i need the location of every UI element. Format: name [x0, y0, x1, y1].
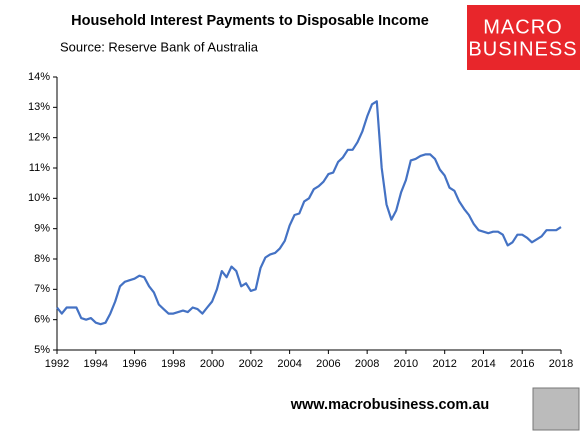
- x-tick-label: 1998: [161, 358, 185, 370]
- y-tick-label: 14%: [28, 71, 50, 83]
- chart-subtitle: Source: Reserve Bank of Australia: [60, 39, 259, 54]
- y-tick-label: 11%: [29, 162, 50, 174]
- x-tick-label: 1994: [84, 358, 108, 370]
- y-tick-label: 5%: [34, 344, 50, 356]
- x-tick-label: 2006: [316, 358, 340, 370]
- y-tick-label: 9%: [34, 223, 50, 235]
- x-tick-label: 2010: [394, 358, 418, 370]
- x-tick-label: 1996: [122, 358, 146, 370]
- wolf-icon: [532, 387, 580, 431]
- logo-text: BUSINESS: [468, 38, 577, 60]
- y-tick-label: 6%: [34, 314, 50, 326]
- x-tick-label: 2012: [432, 358, 456, 370]
- x-tick-label: 2018: [549, 358, 573, 370]
- footer-url: www.macrobusiness.com.au: [290, 397, 490, 413]
- x-tick-label: 2008: [355, 358, 379, 370]
- x-tick-label: 2000: [200, 358, 224, 370]
- x-tick-label: 2004: [277, 358, 301, 370]
- x-tick-label: 1992: [45, 358, 69, 370]
- y-tick-label: 7%: [34, 283, 50, 295]
- x-tick-label: 2016: [510, 358, 534, 370]
- y-tick-label: 10%: [28, 192, 50, 204]
- y-tick-label: 12%: [28, 132, 50, 144]
- y-tick-label: 8%: [34, 253, 50, 265]
- x-tick-label: 2002: [239, 358, 263, 370]
- y-tick-label: 13%: [28, 101, 50, 113]
- chart-title: Household Interest Payments to Disposabl…: [71, 13, 429, 29]
- data-line: [56, 100, 562, 326]
- logo-box: [467, 5, 580, 70]
- x-tick-label: 2014: [471, 358, 495, 370]
- logo-text: MACRO: [483, 16, 562, 38]
